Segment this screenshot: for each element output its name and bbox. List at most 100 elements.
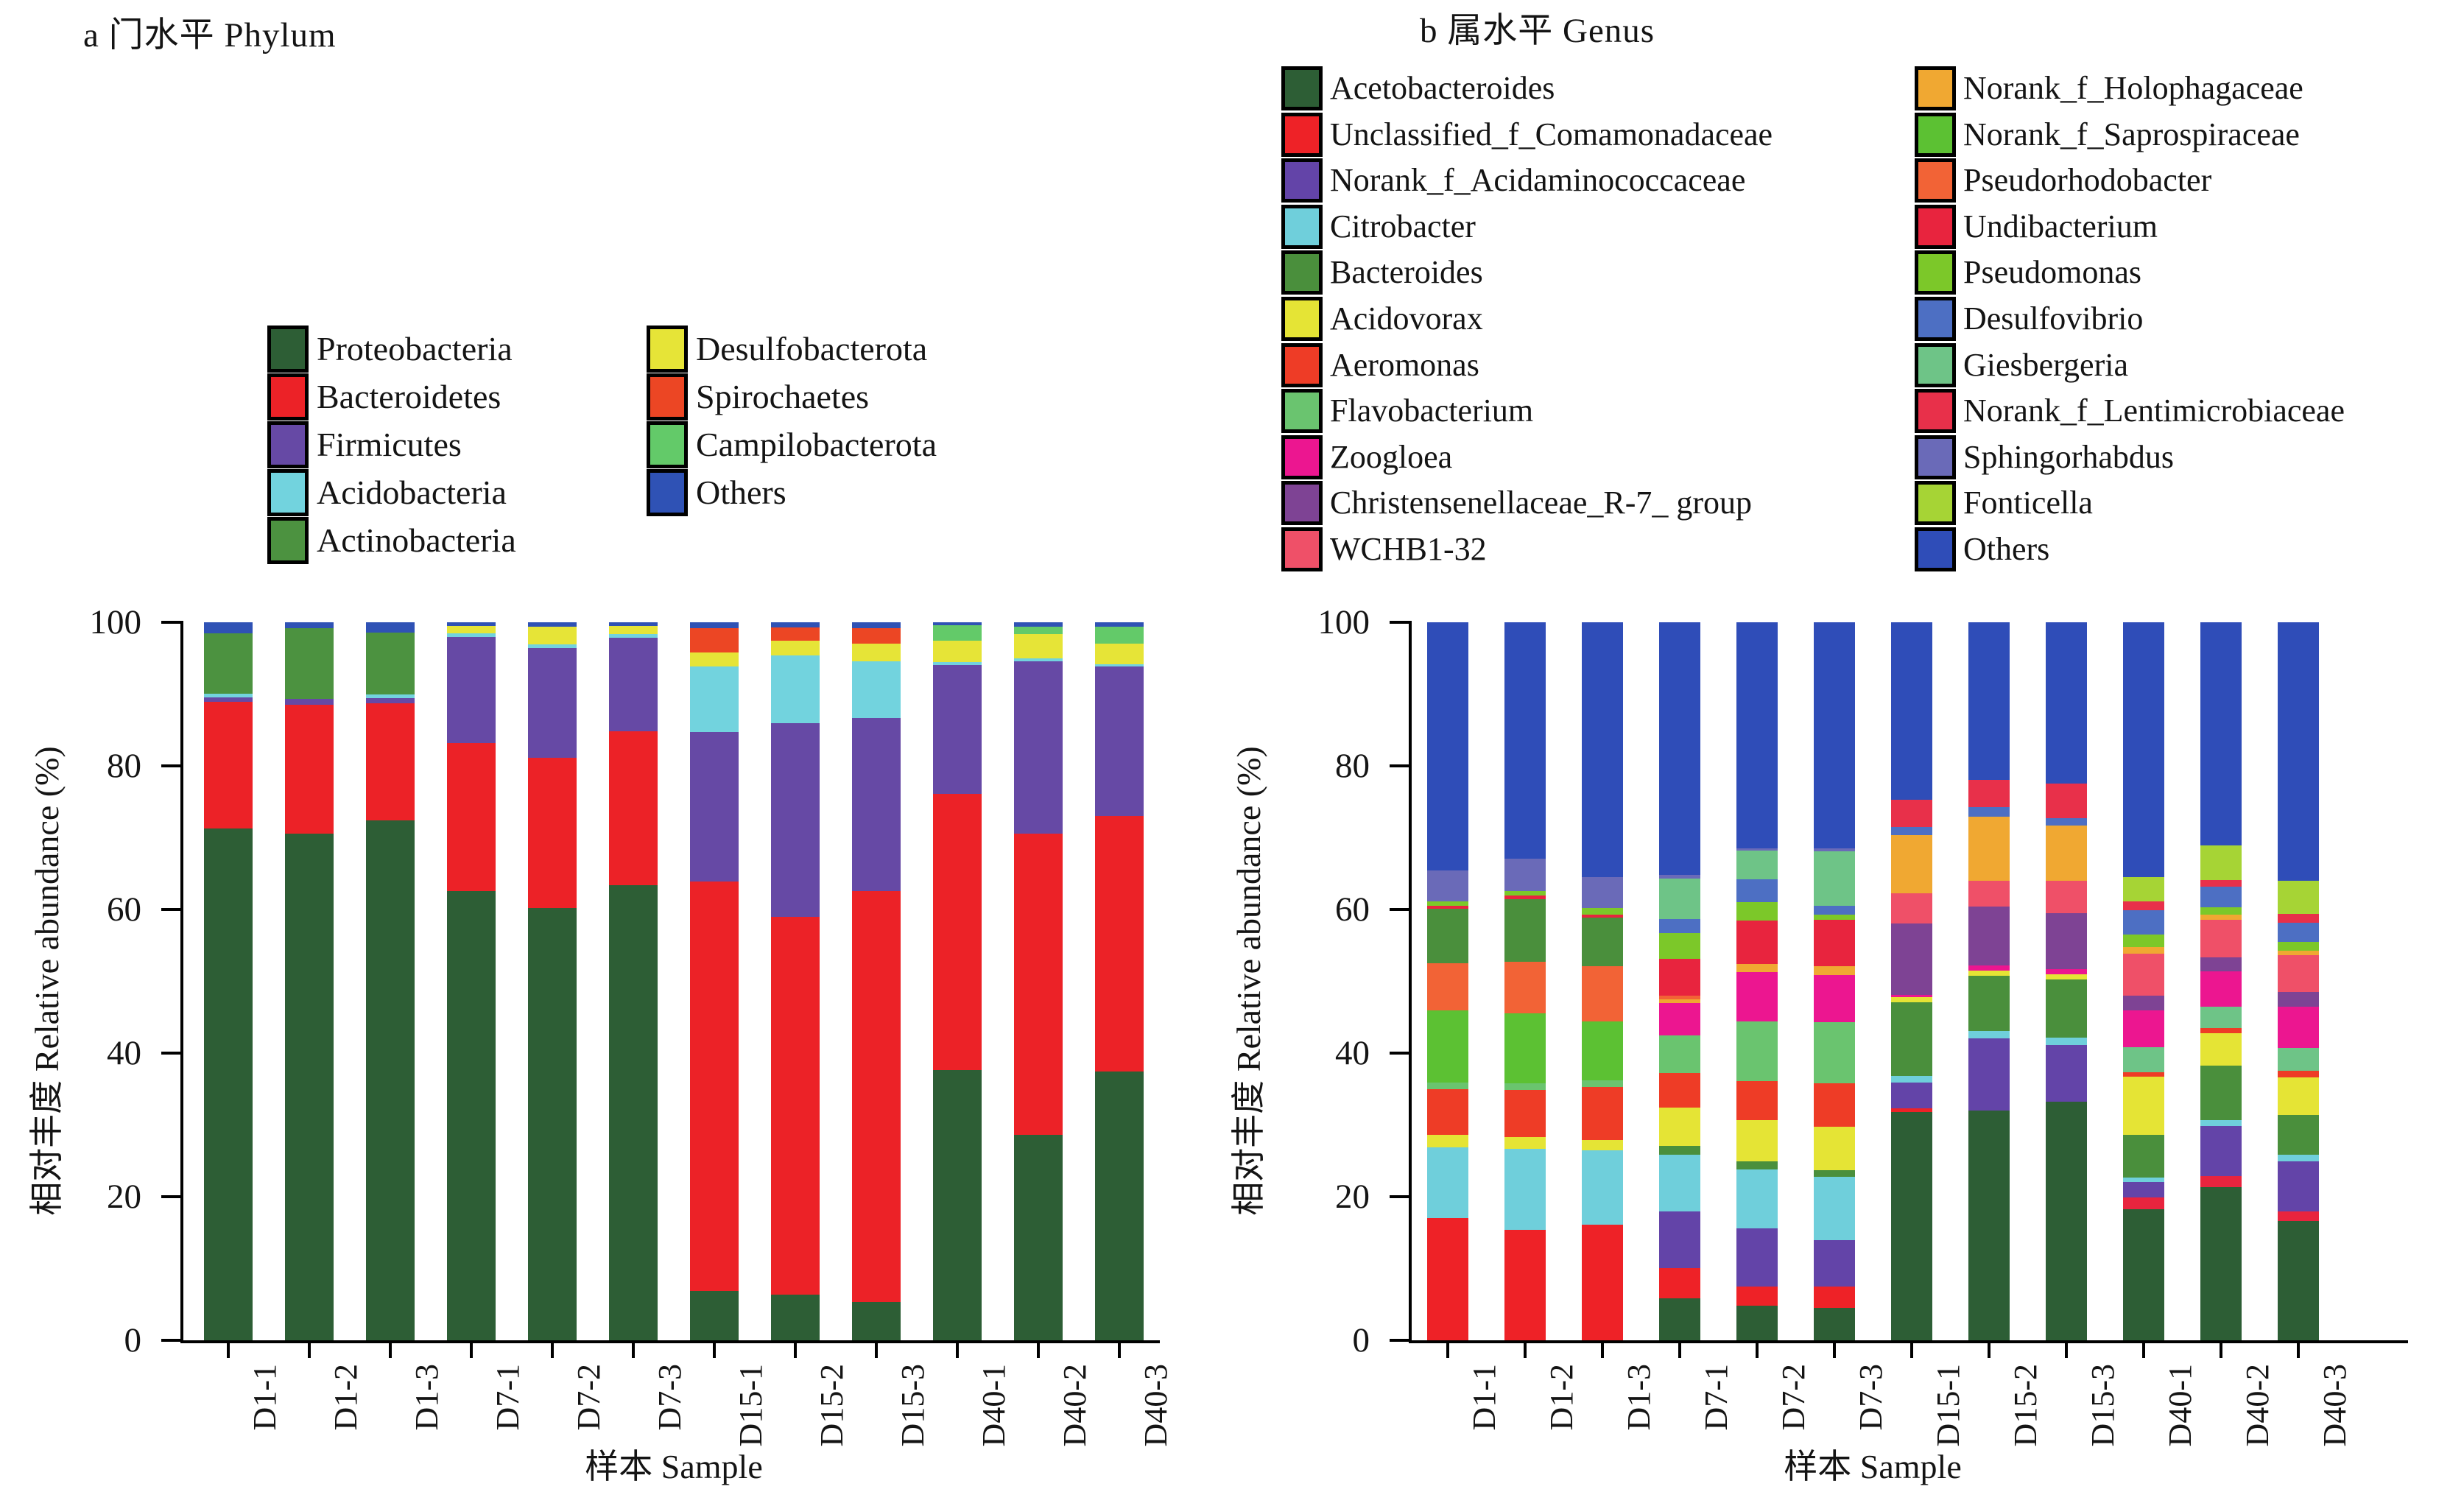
legend-item-Others: Others (1915, 527, 2464, 571)
x-tick (875, 1343, 878, 1358)
segment-Firmicutes (447, 636, 496, 743)
segment-Unclassified_f_Comamonadaceae (1891, 1108, 1932, 1112)
legend-label-Pseudomonas: Pseudomonas (1963, 254, 2141, 291)
y-tick-label: 100 (1317, 603, 1370, 641)
segment-Bacteroides (2046, 979, 2087, 1038)
segment-Bacteroidetes (690, 881, 739, 1291)
y-tick-label: 60 (107, 890, 141, 929)
legend-label-Actinobacteria: Actinobacteria (317, 521, 516, 559)
x-tick-label-D1-3: D1-3 (409, 1364, 445, 1431)
segment-Others (366, 622, 415, 633)
segment-Others (2278, 622, 2319, 882)
bar-D1-3 (366, 622, 415, 1340)
segment-Firmicutes (690, 732, 739, 882)
segment-Citrobacter (1659, 1154, 1700, 1211)
legend-item-Campilobacterota: Campilobacterota (647, 421, 1309, 468)
segment-Pseudorhodobacter (1504, 962, 1546, 1014)
segment-Acetobacteroides (2278, 1221, 2319, 1340)
x-tick (956, 1343, 959, 1358)
segment-Giesbergeria (1814, 851, 1855, 907)
segment-Acetobacteroides (1814, 1308, 1855, 1340)
segment-Firmicutes (609, 637, 658, 732)
segment-Flavobacterium (1427, 1083, 1468, 1089)
segment-Fonticella (2123, 877, 2164, 902)
legend-swatch-Aeromonas (1281, 342, 1323, 387)
segment-Sphingorhabdus (1504, 858, 1546, 891)
segment-Acetobacteroides (2123, 1208, 2164, 1340)
segment-Pseudomonas (1736, 902, 1778, 921)
segment-Proteobacteria (690, 1290, 739, 1340)
segment-Proteobacteria (366, 820, 415, 1340)
segment-Others (933, 622, 982, 625)
segment-Sphingorhabdus (1427, 870, 1468, 902)
y-tick-label: 80 (107, 747, 141, 785)
segment-Giesbergeria (2123, 1047, 2164, 1073)
segment-Others (1968, 622, 2010, 780)
x-tick-label-D15-2: D15-2 (2007, 1364, 2044, 1447)
segment-Bacteroides (2123, 1135, 2164, 1178)
segment-Acidobacteria (771, 655, 820, 723)
segment-Citrobacter (1736, 1169, 1778, 1228)
segment-Acidovorax (2278, 1077, 2319, 1115)
segment-Aeromonas (1814, 1083, 1855, 1127)
segment-Proteobacteria (771, 1294, 820, 1340)
legend-swatch-Bacteroidetes (267, 373, 309, 421)
segment-Acidobacteria (933, 661, 982, 665)
legend-label-Pseudorhodobacter: Pseudorhodobacter (1963, 162, 2212, 199)
segment-Others (285, 622, 334, 628)
legend-swatch-Spirochaetes (647, 373, 688, 421)
segment-Firmicutes (933, 664, 982, 795)
bar-D7-2 (1736, 622, 1778, 1340)
segment-Firmicutes (528, 648, 577, 759)
bar-D15-1 (690, 622, 739, 1340)
segment-Undibacterium (1736, 920, 1778, 965)
bar-D7-3 (609, 622, 658, 1340)
segment-Proteobacteria (609, 884, 658, 1340)
segment-Bacteroides (1814, 1169, 1855, 1177)
legend-swatch-Bacteroides (1281, 250, 1323, 295)
y-tick-label: 60 (1335, 890, 1370, 929)
segment-Norank_f_Lentimicrobiaceae (2278, 913, 2319, 923)
segment-Acidovorax (1659, 1108, 1700, 1146)
panel-a-title: a 门水平 Phylum (83, 16, 337, 54)
legend-label-Acidobacteria: Acidobacteria (317, 474, 507, 511)
segment-Norank_f_Holophagaceae (1968, 817, 2010, 882)
segment-Bacteroidetes (933, 794, 982, 1071)
segment-Norank_f_Saprospiraceae (1427, 1010, 1468, 1083)
x-tick-label-D15-1: D15-1 (1930, 1364, 1966, 1447)
segment-Norank_f_Acidaminococcaceae (1659, 1211, 1700, 1268)
segment-Desulfobacterota (1095, 644, 1144, 664)
segment-Others (447, 622, 496, 626)
segment-Proteobacteria (204, 828, 253, 1340)
legend-label-Norank_f_Acidaminococcaceae: Norank_f_Acidaminococcaceae (1330, 162, 1746, 199)
legend-swatch-Proteobacteria (267, 326, 309, 373)
segment-Acidovorax (1582, 1140, 1623, 1150)
segment-Acidobacteria (690, 666, 739, 733)
segment-Others (1014, 622, 1063, 627)
segment-Christensenellaceae_R-7_ group (2200, 957, 2242, 971)
segment-Citrobacter (2200, 1119, 2242, 1127)
segment-Others (1582, 622, 1623, 878)
segment-Others (1659, 622, 1700, 876)
segment-Norank_f_Acidaminococcaceae (1891, 1082, 1932, 1109)
y-tick (161, 1195, 182, 1198)
legend-label-Flavobacterium: Flavobacterium (1330, 393, 1534, 429)
segment-Spirochaetes (771, 627, 820, 641)
segment-Acetobacteroides (2046, 1102, 2087, 1340)
segment-Norank_f_Saprospiraceae (1504, 1013, 1546, 1083)
legend-item-Flavobacterium: Flavobacterium (1281, 389, 1944, 434)
segment-Zoogloea (2123, 1010, 2164, 1048)
segment-Undibacterium (2278, 1211, 2319, 1222)
legend-item-Pseudomonas: Pseudomonas (1915, 250, 2464, 295)
x-tick-label-D15-1: D15-1 (733, 1364, 769, 1447)
segment-Bacteroides (1659, 1145, 1700, 1155)
segment-Christensenellaceae_R-7_ group (2278, 992, 2319, 1007)
panel-b-x-axis-label: 样本 Sample (1784, 1448, 1962, 1485)
legend-swatch-Others (1915, 527, 1956, 571)
segment-Acidobacteria (447, 633, 496, 637)
y-tick (1390, 908, 1410, 911)
legend-swatch-Norank_f_Holophagaceae (1915, 66, 1956, 110)
segment-WCHB1-32 (2278, 955, 2319, 993)
x-tick-label-D7-2: D7-2 (571, 1364, 607, 1431)
segment-Norank_f_Lentimicrobiaceae (2046, 784, 2087, 819)
